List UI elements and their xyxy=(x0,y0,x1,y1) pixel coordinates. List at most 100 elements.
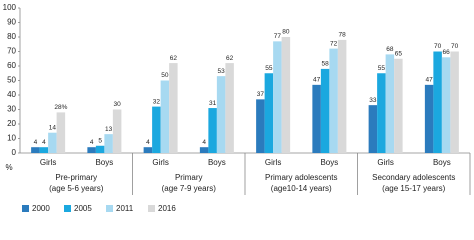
bar xyxy=(433,51,442,153)
value-label: 4 xyxy=(146,139,150,146)
bar xyxy=(160,80,170,153)
bar xyxy=(199,147,209,153)
value-label: 28% xyxy=(54,104,67,111)
bar xyxy=(385,54,395,153)
bar xyxy=(256,99,265,153)
bar xyxy=(441,57,451,153)
x-tick-label: Girls xyxy=(377,158,393,167)
y-tick-label: 60 xyxy=(7,61,16,70)
value-label: 4 xyxy=(202,139,206,146)
y-tick-label: 10 xyxy=(7,134,16,143)
bar xyxy=(39,147,49,153)
bar xyxy=(48,132,57,153)
value-label: 62 xyxy=(226,55,234,62)
bar xyxy=(264,73,274,153)
group-label: (age 5-6 years) xyxy=(49,184,104,193)
value-label: 55 xyxy=(378,65,386,72)
value-label: 55 xyxy=(265,65,273,72)
y-tick-label: 30 xyxy=(7,105,16,114)
legend-swatch xyxy=(148,205,155,212)
y-tick-label: 50 xyxy=(7,76,16,85)
legend-swatch xyxy=(22,205,29,212)
x-tick-label: Boys xyxy=(433,158,451,167)
value-label: 47 xyxy=(313,77,321,84)
y-tick-label: 0 xyxy=(12,148,17,157)
legend-swatch xyxy=(106,205,113,212)
bar xyxy=(337,39,347,153)
group-label: Primary xyxy=(175,173,203,182)
bar xyxy=(312,84,321,153)
value-label: 30 xyxy=(114,101,122,108)
value-label: 50 xyxy=(161,72,169,79)
value-label: 13 xyxy=(105,126,113,133)
value-label: 4 xyxy=(34,139,38,146)
bar xyxy=(329,48,338,153)
bar xyxy=(450,51,459,153)
y-tick-label: 90 xyxy=(7,18,16,27)
bar xyxy=(377,73,386,153)
legend-label: 2005 xyxy=(74,204,92,213)
value-label: 4 xyxy=(42,139,46,146)
bar xyxy=(143,147,153,153)
value-label: 65 xyxy=(395,50,403,57)
value-label: 37 xyxy=(257,91,265,98)
legend-label: 2011 xyxy=(116,204,134,213)
x-tick-label: Boys xyxy=(95,158,113,167)
chart: % 0 10 20 30 40 50 60 70 80 90 100 Pre-primary (age … xyxy=(3,3,471,213)
value-label: 47 xyxy=(426,77,434,84)
legend-swatch xyxy=(64,205,71,212)
x-tick-label: Boys xyxy=(208,158,226,167)
y-tick-label: 100 xyxy=(3,3,17,12)
y-tick-label: 40 xyxy=(7,90,16,99)
bar xyxy=(394,58,403,153)
bar xyxy=(104,134,113,153)
bar xyxy=(320,68,330,153)
value-label: 78 xyxy=(339,32,347,39)
legend-label: 2016 xyxy=(158,204,176,213)
bar xyxy=(95,145,105,153)
bar xyxy=(424,84,434,153)
value-label: 33 xyxy=(369,97,377,104)
value-label: 72 xyxy=(330,40,338,47)
y-tick-label: 70 xyxy=(7,47,16,56)
value-label: 80 xyxy=(282,29,290,36)
value-label: 5 xyxy=(98,137,102,144)
bar xyxy=(169,63,178,153)
value-label: 77 xyxy=(274,33,282,40)
value-label: 58 xyxy=(322,61,330,68)
group-label: (age 15-17 years) xyxy=(382,184,445,193)
x-tick-label: Girls xyxy=(265,158,281,167)
bar xyxy=(152,106,161,153)
value-label: 31 xyxy=(209,100,217,107)
y-tick-label: 80 xyxy=(7,32,16,41)
bar xyxy=(87,147,96,153)
x-tick-label: Girls xyxy=(40,158,56,167)
x-tick-label: Boys xyxy=(320,158,338,167)
bar xyxy=(281,37,291,153)
bar xyxy=(31,147,40,153)
bar xyxy=(208,108,217,153)
bar xyxy=(225,63,234,153)
value-label: 53 xyxy=(218,68,226,75)
value-label: 4 xyxy=(90,139,94,146)
bar xyxy=(368,105,378,153)
group-label: (age10-14 years) xyxy=(271,184,332,193)
group-label: Pre-primary xyxy=(55,173,97,182)
x-tick-label: Girls xyxy=(152,158,168,167)
y-axis-label: % xyxy=(5,163,12,172)
bar xyxy=(56,112,66,153)
y-tick-label: 20 xyxy=(7,119,16,128)
value-label: 68 xyxy=(386,46,394,53)
value-label: 32 xyxy=(153,98,161,105)
group-label: Primary adolescents xyxy=(265,173,337,182)
value-label: 70 xyxy=(434,43,442,50)
value-label: 62 xyxy=(170,55,178,62)
value-label: 14 xyxy=(49,124,57,131)
bar xyxy=(273,41,282,153)
legend-label: 2000 xyxy=(32,204,50,213)
bar xyxy=(216,76,226,153)
group-label: (age 7-9 years) xyxy=(162,184,217,193)
bar xyxy=(112,109,122,153)
group-label: Secondary adolescents xyxy=(372,173,455,182)
value-label: 70 xyxy=(451,43,459,50)
